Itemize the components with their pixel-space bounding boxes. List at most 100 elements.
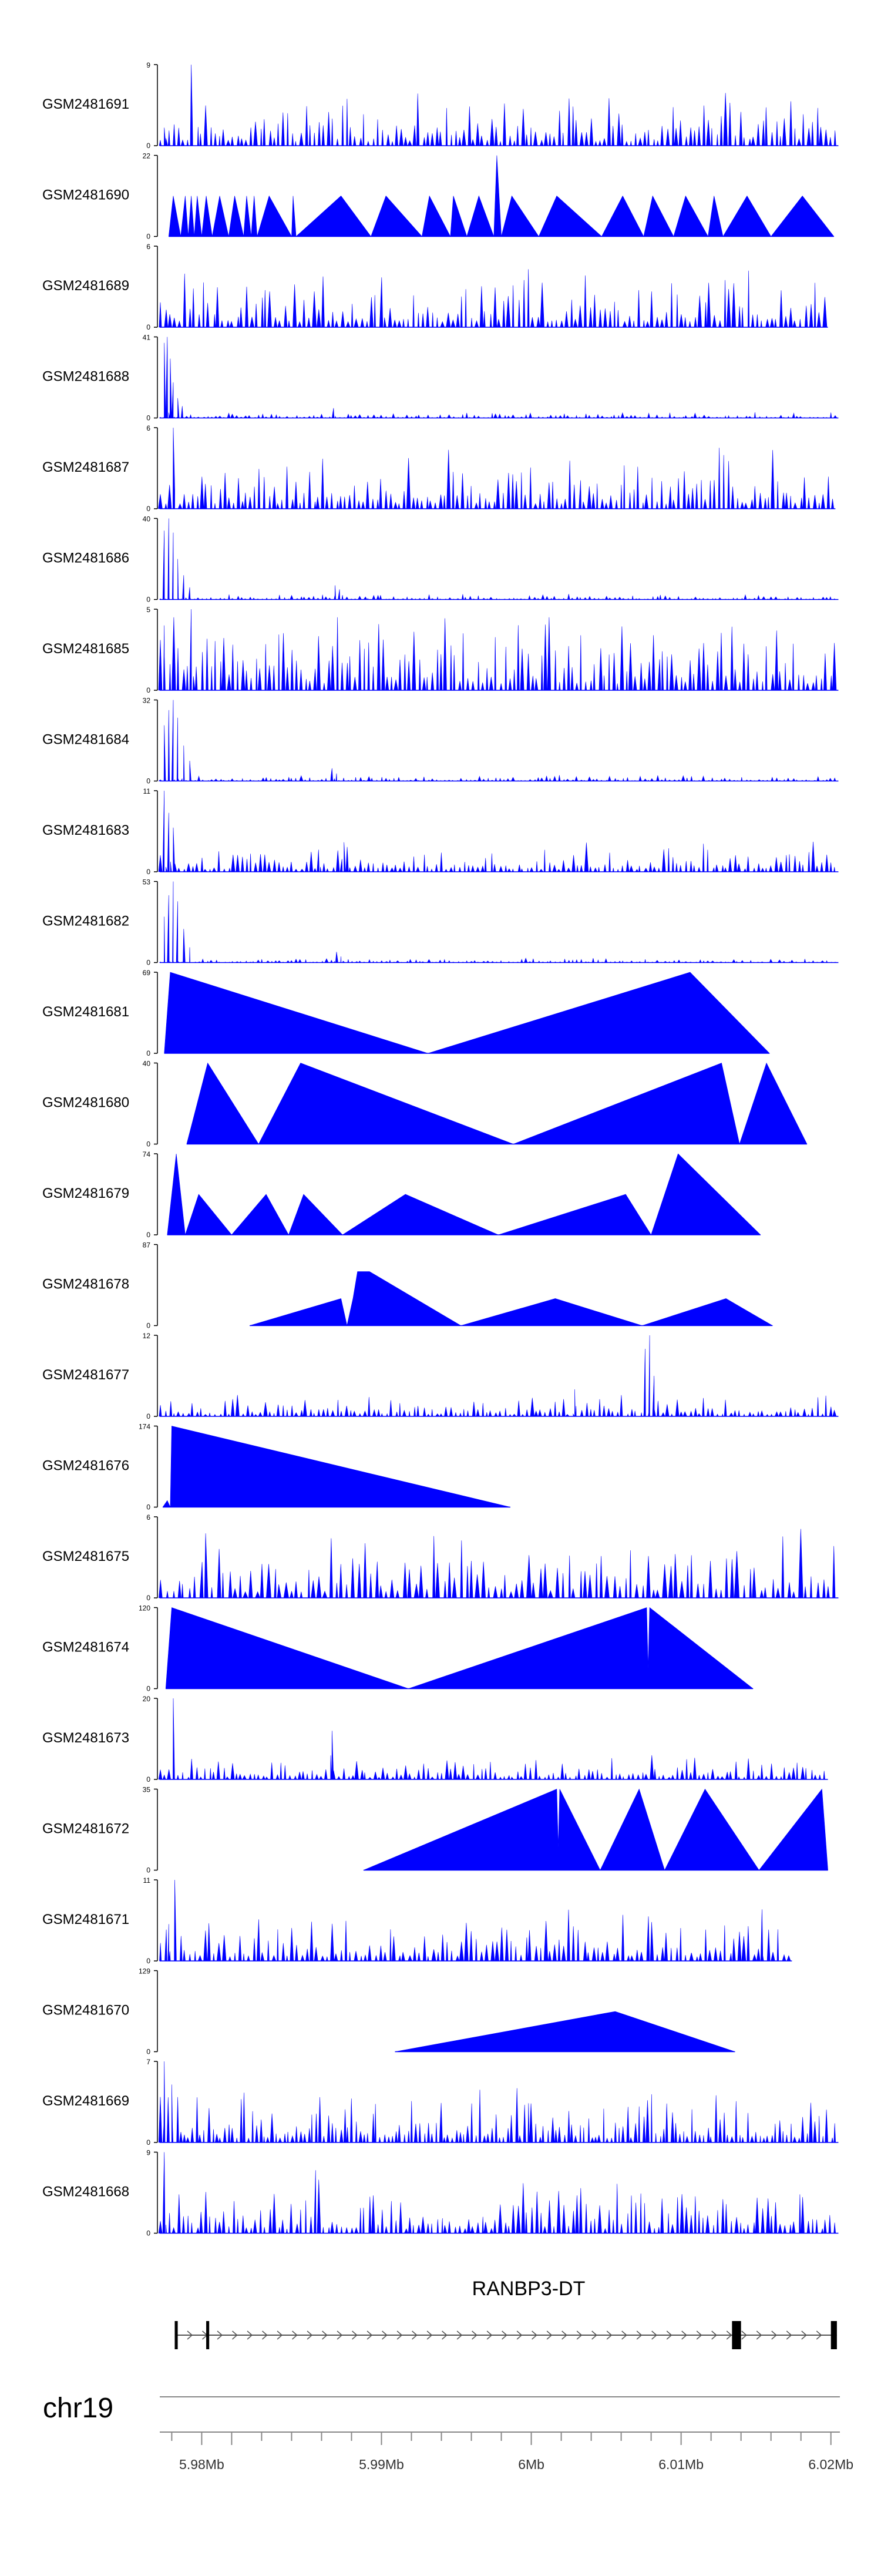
- track-GSM2481691: GSM2481691 9 0: [42, 61, 839, 150]
- track-y-min-label: 0: [146, 2138, 150, 2147]
- gene-strand-arrow: [711, 2330, 717, 2340]
- track-GSM2481690: GSM2481690 22 0: [42, 152, 835, 241]
- gene-strand-arrow: [412, 2330, 418, 2340]
- track-y-max-label: 53: [143, 878, 151, 886]
- track-y-max-label: 41: [143, 334, 151, 342]
- track-label: GSM2481672: [42, 1821, 129, 1837]
- gene-strand-arrow: [292, 2330, 298, 2340]
- track-y-min-label: 0: [146, 1231, 150, 1239]
- gene-strand-arrow: [396, 2330, 403, 2340]
- track-label: GSM2481675: [42, 1549, 129, 1564]
- track-label: GSM2481687: [42, 459, 129, 475]
- track-y-min-label: 0: [146, 323, 150, 331]
- gene-strand-arrow: [546, 2330, 553, 2340]
- track-y-max-label: 6: [146, 424, 150, 432]
- track-GSM2481670: GSM2481670 129 0: [42, 1967, 735, 2056]
- track-coverage-area: [159, 64, 836, 146]
- track-GSM2481688: GSM2481688 41 0: [42, 334, 839, 422]
- track-label: GSM2481673: [42, 1730, 129, 1746]
- gene-strand-arrow: [516, 2330, 523, 2340]
- track-coverage-area: [159, 269, 828, 328]
- track-coverage-area: [165, 1607, 754, 1689]
- track-y-max-label: 12: [143, 1332, 151, 1340]
- track-label: GSM2481677: [42, 1367, 129, 1383]
- gene-strand-arrow: [636, 2330, 643, 2340]
- track-GSM2481677: GSM2481677 12 0: [42, 1332, 839, 1420]
- gene-strand-arrow: [352, 2330, 358, 2340]
- genome-axis-tick-label: 5.99Mb: [359, 2457, 404, 2472]
- gene-strand-arrow: [532, 2330, 537, 2340]
- track-coverage-area: [159, 881, 838, 963]
- track-coverage-area: [395, 2011, 735, 2052]
- track-coverage-area: [158, 1698, 825, 1781]
- genome-axis-tick-label: 5.98Mb: [179, 2457, 224, 2472]
- track-GSM2481679: GSM2481679 74 0: [42, 1150, 761, 1239]
- track-label: GSM2481668: [42, 2184, 129, 2200]
- gene-strand-arrow: [786, 2330, 792, 2340]
- track-coverage-area: [159, 1879, 791, 1962]
- track-y-min-label: 0: [146, 2048, 150, 2056]
- track-GSM2481680: GSM2481680 40 0: [42, 1060, 808, 1148]
- track-GSM2481673: GSM2481673 20 0: [42, 1695, 828, 1784]
- track-label: GSM2481669: [42, 2093, 129, 2109]
- track-coverage-area: [186, 1062, 808, 1145]
- track-y-max-label: 74: [143, 1150, 151, 1158]
- track-coverage-area: [158, 790, 836, 872]
- genome-axis-tick-label: 6Mb: [518, 2457, 544, 2472]
- track-y-min-label: 0: [146, 1957, 150, 1965]
- gene-strand-arrow: [591, 2330, 597, 2340]
- track-GSM2481686: GSM2481686 40 0: [42, 515, 839, 604]
- track-label: GSM2481679: [42, 1185, 129, 1201]
- track-coverage-area: [159, 337, 838, 419]
- track-y-max-label: 35: [143, 1786, 151, 1794]
- track-y-min-label: 0: [146, 2229, 150, 2238]
- track-coverage-area: [158, 2152, 836, 2234]
- track-GSM2481689: GSM2481689 6 0: [42, 243, 828, 331]
- track-y-max-label: 11: [143, 1876, 151, 1885]
- track-coverage-area: [159, 1529, 836, 1598]
- gene-exon: [830, 2321, 837, 2349]
- track-y-min-label: 0: [146, 777, 150, 785]
- gene-exon: [174, 2321, 178, 2349]
- track-y-max-label: 7: [146, 2058, 150, 2066]
- track-y-min-label: 0: [146, 596, 150, 604]
- chromosome-label: chr19: [43, 2393, 113, 2424]
- genome-axis-track: chr19 5.98Mb 5.99Mb 6Mb 6.01Mb 6.02Mb: [43, 2393, 853, 2472]
- track-label: GSM2481671: [42, 1912, 129, 1927]
- track-y-max-label: 6: [146, 243, 150, 251]
- track-y-min-label: 0: [146, 686, 150, 694]
- track-coverage-area: [159, 1335, 837, 1418]
- gene-strand-arrow: [232, 2330, 238, 2340]
- gene-strand-arrow: [666, 2330, 672, 2340]
- gene-strand-arrow: [217, 2330, 223, 2340]
- track-label: GSM2481684: [42, 732, 129, 748]
- track-y-min-label: 0: [146, 142, 150, 150]
- track-y-max-label: 6: [146, 1513, 150, 1522]
- track-label: GSM2481688: [42, 369, 129, 385]
- gene-strand-arrow: [621, 2330, 627, 2340]
- track-y-max-label: 11: [143, 787, 151, 795]
- track-y-min-label: 0: [146, 1322, 150, 1330]
- gene-strand-arrow: [576, 2330, 583, 2340]
- gene-strand-arrow: [741, 2330, 747, 2340]
- gene-strand-arrow: [756, 2330, 762, 2340]
- track-coverage-area: [158, 609, 837, 691]
- gene-annotation-track: RANBP3-DT: [174, 2278, 837, 2349]
- tracks-layer: GSM248169190GSM2481690220GSM248168960GSM…: [42, 61, 839, 2238]
- track-GSM2481684: GSM2481684 32 0: [42, 697, 839, 785]
- genome-axis-tick-label: 6.01Mb: [658, 2457, 704, 2472]
- track-label: GSM2481685: [42, 641, 129, 657]
- gene-strand-arrow: [337, 2330, 343, 2340]
- track-y-max-label: 32: [143, 697, 151, 705]
- track-label: GSM2481690: [42, 187, 129, 203]
- track-GSM2481671: GSM2481671 11 0: [42, 1876, 792, 1965]
- track-y-min-label: 0: [146, 868, 150, 876]
- track-label: GSM2481683: [42, 822, 129, 838]
- gene-strand-arrow: [472, 2330, 478, 2340]
- genome-axis-tick-label: 6.02Mb: [808, 2457, 853, 2472]
- track-y-max-label: 20: [143, 1695, 151, 1703]
- gene-strand-arrow: [681, 2330, 687, 2340]
- track-label: GSM2481674: [42, 1640, 129, 1655]
- gene-strand-arrow: [456, 2330, 463, 2340]
- track-y-max-label: 87: [143, 1241, 151, 1250]
